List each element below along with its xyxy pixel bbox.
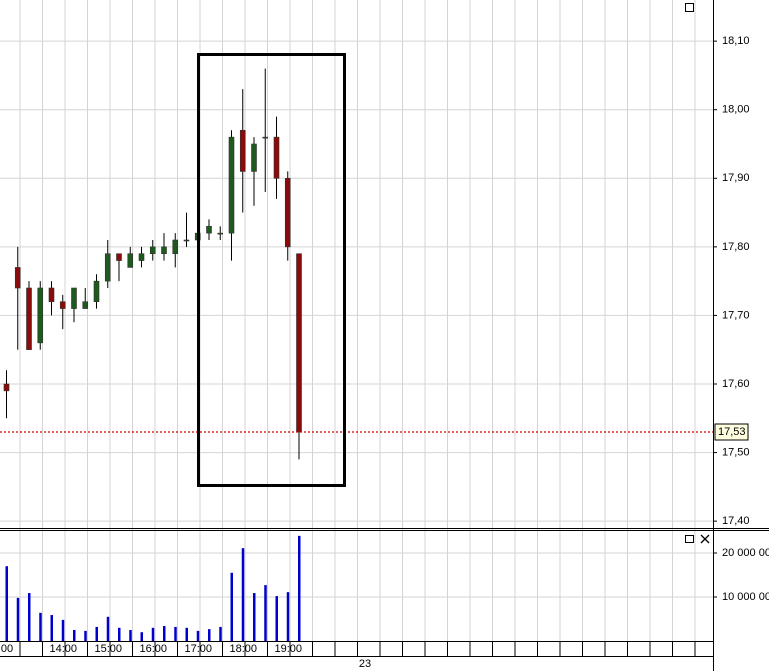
candle-body <box>172 239 179 255</box>
close-icon[interactable] <box>700 534 710 544</box>
maximize-icon[interactable] <box>685 535 694 543</box>
volume-bar <box>140 632 143 641</box>
candle-body <box>206 225 212 234</box>
volume-bar <box>174 626 177 641</box>
volume-bar <box>5 566 8 641</box>
y-tick-label: 17,80 <box>722 241 750 253</box>
candle-body <box>217 232 224 235</box>
x-tick-label: 15:00 <box>94 643 122 655</box>
volume-bar <box>286 592 290 641</box>
candle-body <box>93 280 100 303</box>
volume-bar <box>298 535 301 641</box>
candle-body <box>273 136 280 179</box>
volume-bar <box>39 612 42 641</box>
y-tick-label: 17,50 <box>722 446 750 458</box>
candle-body <box>239 129 246 172</box>
maximize-icon[interactable] <box>685 3 694 12</box>
x-tick-label: 17:00 <box>184 643 212 655</box>
volume-bar <box>163 626 166 641</box>
y-tick-label: 17,40 <box>722 515 750 527</box>
candle-body <box>14 267 21 289</box>
volume-bar <box>129 630 132 641</box>
candle-body <box>251 143 257 172</box>
candle-body <box>149 246 156 255</box>
volume-bar <box>241 548 245 641</box>
volume-bar <box>264 585 267 641</box>
x-tick-label: 16:00 <box>139 643 167 655</box>
y-tick-label: 18,00 <box>722 104 750 116</box>
volume-bar <box>151 627 155 641</box>
volume-bar <box>118 627 121 641</box>
candle-body <box>37 287 44 344</box>
candle-body <box>127 253 134 268</box>
candle-body <box>104 253 111 282</box>
candle-body <box>296 253 302 433</box>
volume-bar <box>253 593 256 641</box>
x-tick-label: 19:00 <box>274 643 302 655</box>
volume-bar <box>106 616 110 641</box>
volume-bar <box>196 630 200 641</box>
volume-bar <box>185 627 188 641</box>
last-price-label: 17,53 <box>718 426 746 438</box>
candle-body <box>71 287 77 309</box>
marks-layer <box>0 68 713 641</box>
grid-layer <box>0 0 713 657</box>
volume-bar <box>95 626 98 641</box>
candle-body <box>48 287 55 303</box>
candle-body <box>59 301 66 309</box>
candle-body <box>26 287 32 351</box>
candle-body <box>116 253 122 261</box>
x-tick-label: 00 <box>1 643 13 655</box>
volume-bar <box>208 629 211 641</box>
volume-bar <box>28 593 31 641</box>
candle-body <box>138 253 145 261</box>
y-tick-label: 20 000 000 <box>722 547 769 559</box>
y-tick-label: 17,90 <box>722 172 750 184</box>
highlight-box <box>197 53 346 487</box>
volume-bar <box>230 572 233 641</box>
y-tick-label: 18,10 <box>722 35 750 47</box>
volume-bar <box>16 597 20 641</box>
candle-body <box>82 301 89 309</box>
x-tick-label: 14:00 <box>49 643 77 655</box>
candle-body <box>284 177 291 248</box>
candle-body <box>262 136 269 139</box>
candle-body <box>3 383 10 392</box>
volume-bar <box>275 596 278 641</box>
volume-bar <box>84 630 87 641</box>
candle-body <box>161 246 167 255</box>
y-tick-label: 10 000 000 <box>722 591 769 603</box>
volume-bar <box>219 626 222 641</box>
y-tick-label: 17,70 <box>722 309 750 321</box>
volume-bar <box>73 630 76 641</box>
candle-body <box>183 239 190 242</box>
candle-body <box>228 136 235 234</box>
last-price-box <box>714 423 749 441</box>
x-tick-label: 18:00 <box>229 643 257 655</box>
date-label: 23 <box>359 658 371 670</box>
y-tick-label: 17,60 <box>722 378 750 390</box>
volume-bar <box>50 615 53 641</box>
volume-bar <box>61 619 65 641</box>
